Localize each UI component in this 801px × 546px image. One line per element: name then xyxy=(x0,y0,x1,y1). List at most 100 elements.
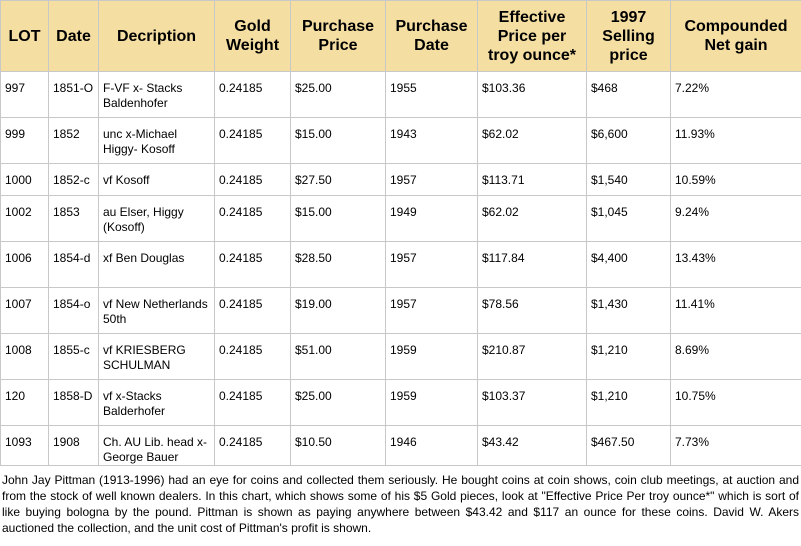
table-cell: $62.02 xyxy=(477,195,587,242)
table-cell: 1007 xyxy=(0,287,49,334)
table-row: 1000 1852-c vf Kosoff 0.24185 $27.50 1957 $113… xyxy=(0,163,801,196)
table-cell: xf Ben Douglas xyxy=(98,241,215,288)
table-row: 1093 1908 Ch. AU Lib. head x-George Bauer 0… xyxy=(0,425,801,466)
table-cell: 1854-d xyxy=(48,241,99,288)
table-cell: 0.24185 xyxy=(214,71,291,118)
header-cell: Effective Price per troy ounce* xyxy=(477,0,587,72)
table-cell: $25.00 xyxy=(290,71,386,118)
table-cell: 0.24185 xyxy=(214,287,291,334)
table-cell: unc x-Michael Higgy- Kosoff xyxy=(98,117,215,164)
table-cell: 1008 xyxy=(0,333,49,380)
coin-table: LOT Date Decription Gold Weight Purchase Pri… xyxy=(0,0,801,466)
header-cell: 1997 Selling price xyxy=(586,0,671,72)
table-cell: $103.36 xyxy=(477,71,587,118)
table-cell: 1959 xyxy=(385,379,478,426)
table-cell: $113.71 xyxy=(477,163,587,196)
table-cell: 1853 xyxy=(48,195,99,242)
table-row: 1008 1855-c vf KRIESBERG SCHULMAN 0.24185 $5… xyxy=(0,333,801,380)
table-cell: 1852 xyxy=(48,117,99,164)
table-cell: 1851-O xyxy=(48,71,99,118)
table-cell: Ch. AU Lib. head x-George Bauer xyxy=(98,425,215,466)
table-cell: $43.42 xyxy=(477,425,587,466)
header-cell: Decription xyxy=(98,0,215,72)
table-cell: $62.02 xyxy=(477,117,587,164)
header-row: LOT Date Decription Gold Weight Purchase Pri… xyxy=(0,0,801,72)
header-cell: LOT xyxy=(0,0,49,72)
table-cell: 997 xyxy=(0,71,49,118)
table-cell: 1002 xyxy=(0,195,49,242)
table-cell: 10.59% xyxy=(670,163,801,196)
table-cell: 1854-o xyxy=(48,287,99,334)
table-cell: F-VF x- Stacks Baldenhofer xyxy=(98,71,215,118)
table-row: 1007 1854-o vf New Netherlands 50th 0.24185… xyxy=(0,287,801,334)
table-cell: $1,430 xyxy=(586,287,671,334)
table-cell: 1006 xyxy=(0,241,49,288)
table-cell: 0.24185 xyxy=(214,117,291,164)
table-cell: $1,210 xyxy=(586,333,671,380)
table-cell: 1957 xyxy=(385,241,478,288)
header-cell: Date xyxy=(48,0,99,72)
table-cell: $117.84 xyxy=(477,241,587,288)
table-cell: au Elser, Higgy (Kosoff) xyxy=(98,195,215,242)
table-cell: $103.37 xyxy=(477,379,587,426)
table-cell: 1855-c xyxy=(48,333,99,380)
table-row: 1002 1853 au Elser, Higgy (Kosoff) 0.24185 $… xyxy=(0,195,801,242)
table-cell: 1949 xyxy=(385,195,478,242)
table-cell: 7.73% xyxy=(670,425,801,466)
table-cell: $15.00 xyxy=(290,117,386,164)
table-row: 999 1852 unc x-Michael Higgy- Kosoff 0.2418… xyxy=(0,117,801,164)
table-cell: 999 xyxy=(0,117,49,164)
table-cell: 1957 xyxy=(385,163,478,196)
table-cell: 1959 xyxy=(385,333,478,380)
table-cell: 10.75% xyxy=(670,379,801,426)
header-cell: Purchase Date xyxy=(385,0,478,72)
table-cell: $1,210 xyxy=(586,379,671,426)
table-cell: 1955 xyxy=(385,71,478,118)
table-cell: 1852-c xyxy=(48,163,99,196)
table-cell: $78.56 xyxy=(477,287,587,334)
table-row: 997 1851-O F-VF x- Stacks Baldenhofer 0.241… xyxy=(0,71,801,118)
table-cell: $15.00 xyxy=(290,195,386,242)
table-cell: vf Kosoff xyxy=(98,163,215,196)
table-cell: 9.24% xyxy=(670,195,801,242)
table-cell: $10.50 xyxy=(290,425,386,466)
table-cell: $1,540 xyxy=(586,163,671,196)
table-cell: $28.50 xyxy=(290,241,386,288)
table-cell: 0.24185 xyxy=(214,333,291,380)
table-cell: 1858-D xyxy=(48,379,99,426)
table-cell: 11.41% xyxy=(670,287,801,334)
table-cell: 1093 xyxy=(0,425,49,466)
header-cell: Purchase Price xyxy=(290,0,386,72)
table-cell: 0.24185 xyxy=(214,195,291,242)
table-cell: 0.24185 xyxy=(214,425,291,466)
header-cell: Gold Weight xyxy=(214,0,291,72)
table-cell: vf x-Stacks Balderhofer xyxy=(98,379,215,426)
table-cell: 120 xyxy=(0,379,49,426)
table-row: 1006 1854-d xf Ben Douglas 0.24185 $28.50 195… xyxy=(0,241,801,288)
table-cell: 13.43% xyxy=(670,241,801,288)
table-cell: 1000 xyxy=(0,163,49,196)
table-cell: $467.50 xyxy=(586,425,671,466)
table-cell: 8.69% xyxy=(670,333,801,380)
table-cell: 0.24185 xyxy=(214,163,291,196)
table-cell: 1943 xyxy=(385,117,478,164)
table-cell: vf New Netherlands 50th xyxy=(98,287,215,334)
table-cell: 1908 xyxy=(48,425,99,466)
table-cell: 0.24185 xyxy=(214,241,291,288)
table-cell: 11.93% xyxy=(670,117,801,164)
table-cell: $468 xyxy=(586,71,671,118)
table-cell: 7.22% xyxy=(670,71,801,118)
table-cell: $19.00 xyxy=(290,287,386,334)
table-cell: 0.24185 xyxy=(214,379,291,426)
table-cell: $27.50 xyxy=(290,163,386,196)
header-cell: Compounded Net gain xyxy=(670,0,801,72)
table-cell: $4,400 xyxy=(586,241,671,288)
table-cell: vf KRIESBERG SCHULMAN xyxy=(98,333,215,380)
table-row: 120 1858-D vf x-Stacks Balderhofer 0.24185 $… xyxy=(0,379,801,426)
table-cell: $1,045 xyxy=(586,195,671,242)
note: John Jay Pittman (1913-1996) had an eye … xyxy=(2,473,799,535)
table-body: 997 1851-O F-VF x- Stacks Baldenhofer 0.241… xyxy=(0,71,801,466)
table-cell: $51.00 xyxy=(290,333,386,380)
table-cell: $6,600 xyxy=(586,117,671,164)
